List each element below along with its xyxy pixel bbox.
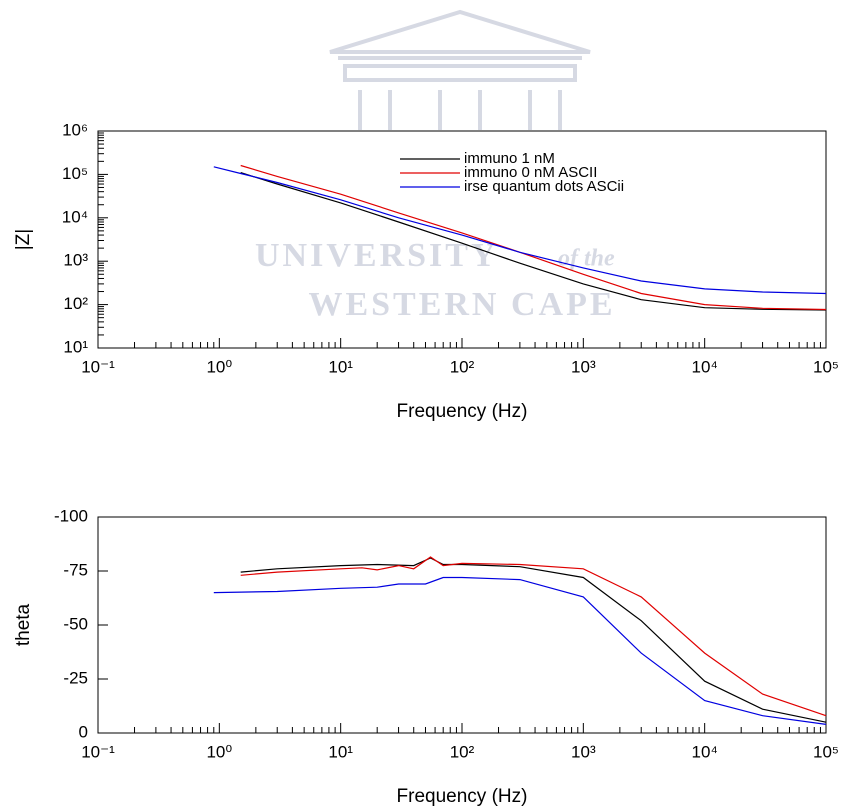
x-tick-label: 10⁴: [692, 357, 718, 376]
y-axis-title: |Z|: [13, 229, 34, 250]
x-tick-label: 10³: [571, 357, 596, 376]
logo-watermark: [329, 9, 591, 130]
series-line: [240, 172, 827, 311]
y-tick-label: 0: [79, 722, 88, 741]
y-tick-label: 10³: [63, 251, 88, 270]
y-tick-label: 10⁴: [62, 207, 88, 226]
y-axis-title: theta: [13, 603, 34, 646]
y-tick-label: 10⁶: [62, 120, 88, 139]
x-tick-label: 10²: [450, 357, 475, 376]
y-tick-label: 10²: [63, 294, 88, 313]
x-axis-title: Frequency (Hz): [397, 401, 528, 422]
series-line: [213, 576, 827, 725]
y-tick-label: 10⁵: [62, 164, 88, 183]
x-tick-label: 10²: [450, 742, 475, 761]
x-tick-label: 10¹: [328, 357, 353, 376]
series-line: [240, 556, 827, 717]
x-tick-label: 10³: [571, 742, 596, 761]
y-tick-label: 10¹: [63, 337, 88, 356]
x-tick-label: 10⁰: [206, 357, 232, 376]
watermark-text: WESTERN CAPE: [308, 286, 615, 323]
legend-label: immuno 0 nM ASCII: [464, 164, 597, 181]
x-axis-title: Frequency (Hz): [397, 786, 528, 807]
x-tick-label: 10⁰: [206, 742, 232, 761]
plot-frame: [97, 516, 827, 734]
y-tick-label: -25: [63, 668, 88, 687]
y-tick-label: -75: [63, 560, 88, 579]
series-line: [240, 557, 827, 723]
y-tick-label: -50: [63, 614, 88, 633]
legend-label: immuno 1 nM: [464, 150, 555, 167]
watermark-text: of the: [558, 246, 615, 272]
watermark-text: UNIVERSITY: [255, 237, 499, 274]
series-line: [213, 166, 827, 295]
x-tick-label: 10⁻¹: [81, 357, 115, 376]
x-tick-label: 10⁵: [813, 742, 839, 761]
x-tick-label: 10⁻¹: [81, 742, 115, 761]
x-tick-label: 10⁵: [813, 357, 839, 376]
legend-label: irse quantum dots ASCii: [464, 178, 624, 195]
x-tick-label: 10⁴: [692, 742, 718, 761]
y-tick-label: -100: [54, 506, 88, 525]
x-tick-label: 10¹: [328, 742, 353, 761]
